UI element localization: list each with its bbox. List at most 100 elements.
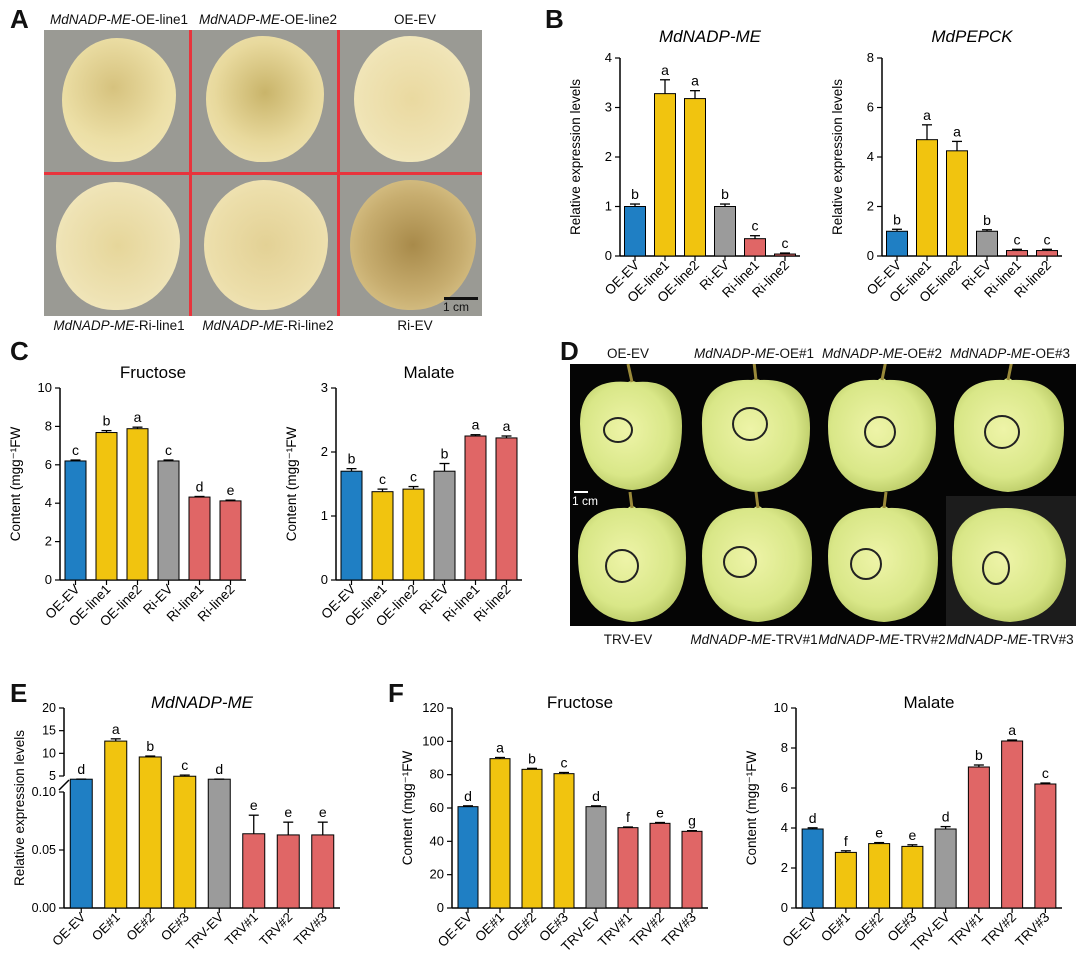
significance-letter: b	[983, 212, 991, 228]
y-tick-label: 3	[321, 380, 328, 395]
bar	[188, 496, 211, 581]
significance-letter: e	[319, 804, 327, 820]
bar	[834, 851, 857, 909]
significance-letter: c	[1044, 231, 1051, 247]
significance-letter: d	[592, 788, 600, 804]
panel-label-d: D	[560, 336, 579, 366]
chart-title: Malate	[403, 363, 454, 382]
y-tick-label: 2	[321, 444, 328, 459]
chart-b-mdnadp-me: MdNADP-ME Relative expression levels 0 1 2 3 4…	[568, 27, 800, 305]
chart-title: Malate	[903, 693, 954, 712]
x-tick-label: TRV#3	[1012, 910, 1052, 950]
significance-letter: f	[844, 833, 848, 849]
apple-oe-ev	[580, 364, 682, 490]
y-tick-label: 4	[867, 149, 874, 164]
x-tick-label: TRV#2	[627, 910, 667, 950]
significance-letter: d	[196, 478, 204, 494]
significance-letter: d	[77, 761, 85, 777]
y-tick-label: 10	[42, 746, 56, 760]
apple-oe-2	[828, 364, 936, 492]
bar	[1036, 250, 1058, 257]
y-axis-label: Relative expression levels	[830, 79, 845, 235]
bar	[402, 488, 425, 581]
significance-letter: d	[809, 810, 817, 826]
scale-bar	[444, 297, 478, 300]
significance-letter: a	[1008, 722, 1016, 738]
significance-letter: b	[721, 186, 729, 202]
x-tick-label: TRV-EV	[183, 909, 227, 953]
y-tick-label: 2	[867, 199, 874, 214]
bar	[901, 845, 924, 909]
y-tick-label: 5	[49, 769, 56, 783]
y-tick-label: 15	[42, 724, 56, 738]
bar	[967, 766, 990, 909]
y-tick-label: 60	[430, 800, 444, 815]
panel-a-caption-bottom-3: Ri-EV	[397, 318, 433, 333]
y-tick-label: 80	[430, 767, 444, 782]
x-tick-label: OE-EV	[779, 910, 819, 950]
significance-letter: e	[875, 825, 883, 841]
y-tick-label: 4	[781, 820, 788, 835]
significance-letter: c	[561, 755, 568, 771]
y-tick-label: 6	[45, 457, 52, 472]
y-tick-label: 2	[781, 860, 788, 875]
panel-a-caption-top-2: MdNADP-ME-OE-line2	[198, 12, 338, 27]
y-tick-label: 20	[430, 867, 444, 882]
y-tick-label: 6	[781, 780, 788, 795]
y-axis-label: Relative expression levels	[568, 79, 583, 235]
significance-letter: e	[227, 482, 235, 498]
x-tick-label: OE#2	[851, 910, 886, 945]
y-tick-label: 0	[45, 572, 52, 587]
significance-letter: b	[441, 446, 449, 462]
bar	[126, 428, 149, 581]
panel-d-caption-top-3: MdNADP-ME-OE#2	[821, 346, 943, 361]
y-tick-label: 8	[781, 740, 788, 755]
bar	[649, 822, 671, 909]
significance-letter: b	[528, 750, 536, 766]
x-tick-label: TRV#1	[222, 910, 261, 949]
x-tick-label: TRV#1	[595, 910, 635, 950]
bar	[714, 206, 736, 257]
bar	[138, 756, 162, 909]
y-axis-label: Content (mgg⁻¹FW	[284, 427, 299, 542]
y-tick-label: 0.00	[32, 901, 56, 915]
bar	[64, 460, 87, 581]
y-tick-label: 8	[45, 418, 52, 433]
axis-break-mark	[58, 779, 70, 791]
significance-letter: e	[908, 827, 916, 843]
panel-d-caption-bottom-1: TRV-EV	[603, 632, 653, 647]
significance-letter: e	[250, 797, 258, 813]
chart-e-mdnadp-me: MdNADP-ME Relative expression levels 0.00 0…	[12, 693, 340, 953]
y-tick-label: 2	[45, 534, 52, 549]
panel-d-caption-top-4: MdNADP-ME-OE#3	[949, 346, 1071, 361]
significance-letter: c	[1014, 231, 1021, 247]
y-axis-label: Relative expression levels	[12, 730, 27, 886]
x-tick-label: TRV#3	[659, 910, 699, 950]
y-tick-label: 20	[42, 701, 56, 715]
bar	[95, 432, 118, 581]
panel-label-c: C	[10, 336, 29, 366]
bar	[69, 778, 93, 909]
panel-d-caption-bottom-4: MdNADP-ME-TRV#3	[946, 632, 1074, 647]
bar	[744, 238, 766, 257]
significance-letter: e	[284, 804, 292, 820]
y-tick-label: 6	[867, 100, 874, 115]
bar	[617, 827, 639, 909]
bar	[681, 830, 703, 909]
y-tick-label: 0	[437, 900, 444, 915]
significance-letter: b	[348, 451, 356, 467]
significance-letter: b	[893, 211, 901, 227]
y-tick-label: 0.05	[32, 843, 56, 857]
y-axis-label: Content (mgg⁻¹FW	[400, 751, 415, 866]
bar	[495, 437, 518, 581]
chart-f-malate: Malate Content (mgg⁻¹FW 0 2 4 6 8 10 d OE-EV f OE#1…	[744, 693, 1062, 954]
significance-letter: b	[146, 738, 154, 754]
bar	[886, 230, 908, 257]
apple-scale-bar-label: 1 cm	[572, 494, 599, 508]
callus-ri-ev	[350, 180, 476, 310]
panel-d-apple-photo: 1 cm	[570, 364, 1076, 626]
panel-a-caption-top-3: OE-EV	[393, 12, 436, 27]
callus-oe-line2	[206, 36, 324, 162]
